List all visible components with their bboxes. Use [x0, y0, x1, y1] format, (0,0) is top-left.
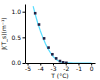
marker	[47, 46, 50, 49]
y-tick-label: 1.0	[11, 8, 21, 15]
y-axis: 0.0 0.5 1.0	[11, 5, 25, 67]
x-tick: -4	[38, 63, 44, 72]
data	[33, 7, 91, 63]
y-tick: 0.5	[11, 34, 25, 41]
x-tick-label: 0	[90, 65, 94, 72]
y-tick: 0.0	[11, 59, 25, 66]
marker	[43, 37, 46, 40]
x-tick-label: -5	[25, 65, 31, 72]
x-axis-title: T (°C)	[50, 72, 68, 79]
x-tick: -1	[76, 63, 82, 72]
chart: -5 -4 -3 -2 -1 0 0.0 0.5 1.0 T (°C) J(T_s)(m⁻¹)	[0, 0, 100, 80]
x-tick: 0	[90, 63, 94, 72]
y-tick-mark	[23, 37, 26, 38]
x-tick-label: -4	[38, 65, 44, 72]
line	[33, 7, 91, 63]
marker	[38, 23, 41, 26]
marker	[62, 61, 65, 63]
marker	[55, 57, 58, 60]
y-axis-title: J(T_s)(m⁻¹)	[0, 17, 8, 50]
x-axis: -5 -4 -3 -2 -1 0	[25, 63, 95, 72]
y-axis-line	[25, 5, 26, 64]
y-tick-label: 0.0	[11, 59, 21, 66]
x-tick-label: -1	[76, 65, 82, 72]
x-tick: -2	[63, 63, 69, 72]
marker	[34, 12, 37, 15]
plot: -5 -4 -3 -2 -1 0 0.0 0.5 1.0	[11, 5, 95, 73]
y-tick-mark	[23, 12, 26, 13]
y-tick: 1.0	[11, 8, 25, 15]
x-axis-line	[26, 63, 96, 64]
y-tick-mark	[23, 63, 26, 64]
x-tick: -5	[25, 63, 31, 72]
marker	[59, 60, 62, 63]
y-tick-label: 0.5	[11, 34, 21, 41]
x-tick: -3	[51, 63, 57, 72]
marker	[51, 53, 54, 56]
marker	[65, 61, 68, 63]
